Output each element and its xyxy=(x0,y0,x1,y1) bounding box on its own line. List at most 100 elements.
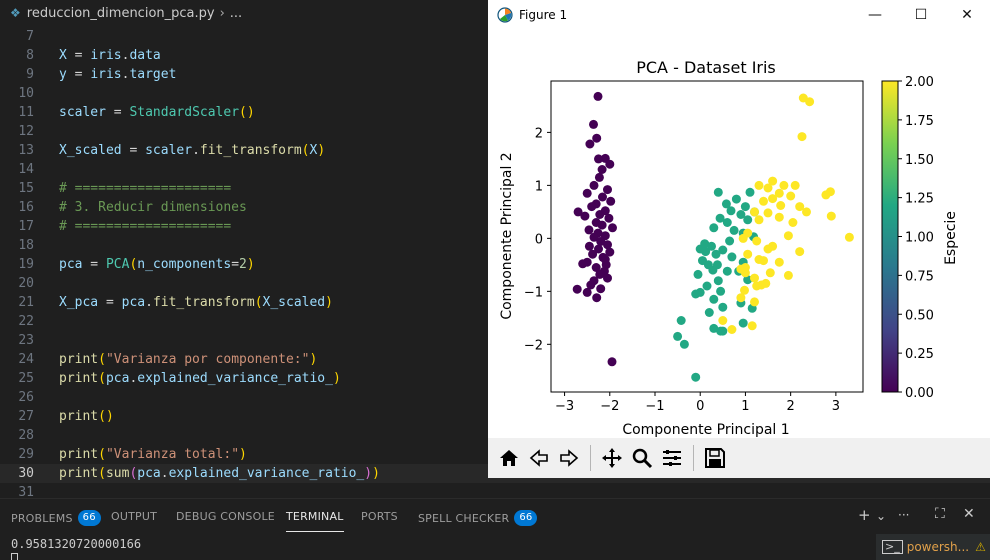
line-number: 23 xyxy=(18,333,34,348)
data-point-class-0 xyxy=(578,259,588,269)
pca-scatter-plot[interactable]: PCA - Dataset Iris −3 −2 −1 0 1 2 3 −2 −1 0 1 2 Co… xyxy=(488,30,990,438)
code-line[interactable]: 8 X = iris.data xyxy=(0,46,990,65)
save-button[interactable] xyxy=(700,443,730,473)
data-point-class-1 xyxy=(738,318,748,328)
line-number: 16 xyxy=(18,200,34,215)
maximize-button[interactable]: ☐ xyxy=(898,0,944,30)
maximize-panel-button[interactable]: ⛶ xyxy=(935,506,945,522)
tab-output[interactable]: OUTPUT xyxy=(111,510,157,523)
line-code: X_pca = pca.fit_transform(X_scaled) xyxy=(59,293,333,312)
new-terminal-button[interactable]: + xyxy=(858,506,871,524)
data-point-class-1 xyxy=(712,260,722,270)
data-point-class-2 xyxy=(779,180,789,190)
tab-debug-console[interactable]: DEBUG CONSOLE xyxy=(176,510,275,523)
terminal[interactable]: 0.9581320720000166 >_ powersh... ⚠ xyxy=(0,534,990,560)
code-line[interactable]: 10 xyxy=(0,84,990,103)
data-point-class-2 xyxy=(747,321,757,331)
code-token: StandardScaler xyxy=(129,105,240,120)
y-axis-label: Componente Principal 2 xyxy=(499,152,515,319)
data-point-class-2 xyxy=(754,255,764,264)
tab-problems[interactable]: PROBLEMS 66 xyxy=(11,510,101,526)
forward-button[interactable] xyxy=(554,443,584,473)
code-line[interactable]: 18 xyxy=(0,236,990,255)
problems-count-badge: 66 xyxy=(77,510,101,526)
colorbar-tick-label: 1.50 xyxy=(905,153,934,168)
code-token: ) xyxy=(372,466,380,481)
code-line[interactable]: 29 print("Varianza total:") xyxy=(0,445,990,464)
matplotlib-toolbar xyxy=(488,438,990,478)
code-line[interactable]: 12 xyxy=(0,122,990,141)
y-axis-ticks: −2 −1 0 1 2 xyxy=(524,126,551,353)
plus-icon: + xyxy=(858,506,871,524)
code-line[interactable]: 31 xyxy=(0,483,990,498)
code-line[interactable]: 25 print(pca.explained_variance_ratio_) xyxy=(0,369,990,388)
maximize-icon: ☐ xyxy=(914,7,928,23)
close-panel-button[interactable]: ✕ xyxy=(963,506,975,522)
code-line[interactable]: 26 xyxy=(0,388,990,407)
tab-ports[interactable]: PORTS xyxy=(361,510,398,523)
code-token: print xyxy=(59,447,99,462)
line-code: print(pca.explained_variance_ratio_) xyxy=(59,369,341,388)
data-point-class-2 xyxy=(763,244,773,254)
code-line[interactable]: 16 # 3. Reducir dimensiones xyxy=(0,198,990,217)
code-token: ) xyxy=(317,143,326,158)
data-point-class-2 xyxy=(805,97,815,107)
zoom-button[interactable] xyxy=(627,443,657,473)
close-button[interactable]: ✕ xyxy=(944,0,990,30)
data-point-class-2 xyxy=(844,232,854,242)
code-line[interactable]: 13 X_scaled = scaler.fit_transform(X) xyxy=(0,141,990,160)
data-point-class-2 xyxy=(752,236,762,246)
code-line[interactable]: 21 X_pca = pca.fit_transform(X_scaled) xyxy=(0,293,990,312)
line-number: 26 xyxy=(18,390,34,405)
code-token: fit_transform xyxy=(199,143,302,158)
code-token: = xyxy=(121,143,146,158)
data-point-class-1 xyxy=(673,331,683,341)
code-line[interactable]: 28 xyxy=(0,426,990,445)
code-line[interactable]: 7 xyxy=(0,27,990,46)
code-token: # ==================== xyxy=(59,181,232,196)
code-line[interactable]: 19 pca = PCA(n_components=2) xyxy=(0,255,990,274)
code-token: () xyxy=(239,105,255,120)
line-number: 8 xyxy=(26,48,34,63)
code-line[interactable]: 9 y = iris.target xyxy=(0,65,990,84)
back-button[interactable] xyxy=(524,443,554,473)
code-line[interactable]: 27 print() xyxy=(0,407,990,426)
home-icon xyxy=(500,450,518,466)
code-line[interactable]: 14 xyxy=(0,160,990,179)
configure-button[interactable] xyxy=(657,443,687,473)
tab-spell-checker[interactable]: SPELL CHECKER 66 xyxy=(418,510,538,526)
code-line[interactable]: 24 print("Varianza por componente:") xyxy=(0,350,990,369)
figure-window[interactable]: Figure 1 — ☐ ✕ PCA - Dataset Iris −3 −2 −1… xyxy=(488,0,990,478)
code-token: ) xyxy=(364,466,373,481)
colorbar-tick-label: 1.75 xyxy=(905,114,934,129)
code-line[interactable]: 17 # ==================== xyxy=(0,217,990,236)
figure-titlebar[interactable]: Figure 1 — ☐ ✕ xyxy=(488,0,990,30)
tab-terminal[interactable]: TERMINAL xyxy=(286,510,344,532)
breadcrumb-symbols[interactable]: ... xyxy=(229,5,243,21)
terminal-session-powershell[interactable]: >_ powersh... ⚠ xyxy=(876,534,990,560)
data-point-class-2 xyxy=(761,278,771,288)
pan-button[interactable] xyxy=(597,443,627,473)
code-token: iris xyxy=(90,48,122,63)
home-button[interactable] xyxy=(494,443,524,473)
code-line[interactable]: 15 # ==================== xyxy=(0,179,990,198)
data-point-class-1 xyxy=(715,213,725,223)
code-line[interactable]: 20 xyxy=(0,274,990,293)
data-point-class-1 xyxy=(702,281,712,291)
code-line[interactable]: 23 xyxy=(0,331,990,350)
python-file-icon: ❖ xyxy=(10,6,21,20)
code-line[interactable]: 22 xyxy=(0,312,990,331)
data-point-class-0 xyxy=(607,357,617,367)
line-code: # ==================== xyxy=(59,217,231,236)
more-actions-button[interactable]: ··· xyxy=(898,508,909,522)
data-point-class-0 xyxy=(604,213,614,223)
data-point-class-0 xyxy=(589,232,599,242)
code-line[interactable]: 11 scaler = StandardScaler() xyxy=(0,103,990,122)
breadcrumb-file[interactable]: reduccion_dimencion_pca.py xyxy=(26,5,215,21)
minimize-button[interactable]: — xyxy=(852,0,898,30)
colorbar-tick-label: 1.00 xyxy=(905,231,934,246)
terminal-session-label: powersh... xyxy=(906,540,970,554)
terminal-dropdown-button[interactable]: ⌄ xyxy=(876,509,886,523)
data-point-class-2 xyxy=(754,180,764,190)
data-point-class-0 xyxy=(598,192,607,202)
